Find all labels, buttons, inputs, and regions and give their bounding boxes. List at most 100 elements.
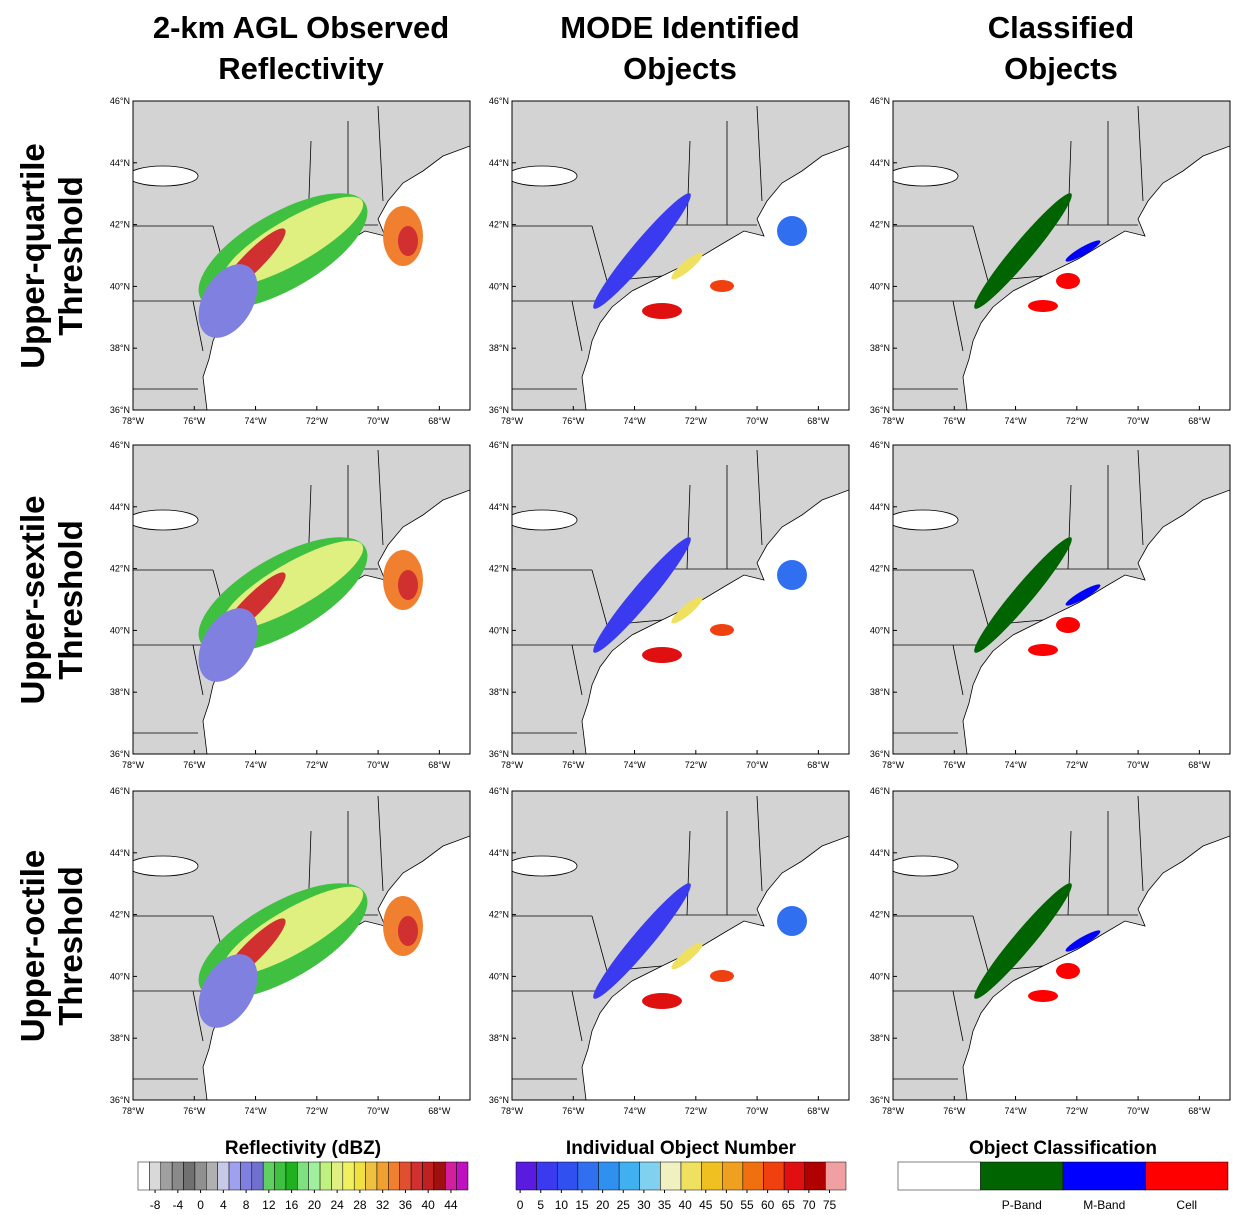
lat-tick-label: 36°N: [110, 749, 130, 759]
colorbar-tick-label: 5: [537, 1198, 544, 1212]
lat-tick-label: 36°N: [489, 405, 509, 415]
lat-tick-label: 42°N: [870, 220, 890, 230]
colorbar-tick-label: -8: [150, 1198, 161, 1212]
lon-tick-label: 78°W: [882, 760, 905, 770]
colorbar-box: [331, 1162, 342, 1190]
lon-tick-label: 68°W: [807, 760, 830, 770]
lon-tick-label: 68°W: [1188, 760, 1211, 770]
lon-tick-label: 76°W: [943, 416, 966, 426]
land: [507, 791, 849, 1100]
row-label: Upper-octile: [14, 850, 51, 1043]
lat-tick-label: 36°N: [489, 1095, 509, 1105]
lat-tick-label: 38°N: [110, 1033, 130, 1043]
colorbar-box: [898, 1162, 981, 1190]
lon-tick-label: 68°W: [807, 1106, 830, 1116]
lat-tick-label: 38°N: [870, 687, 890, 697]
colorbar-box: [784, 1162, 805, 1190]
colorbar-box: [252, 1162, 263, 1190]
colorbar-title: Object Classification: [969, 1138, 1157, 1159]
land: [888, 101, 1230, 410]
colorbar-box: [286, 1162, 297, 1190]
lon-tick-label: 68°W: [1188, 1106, 1211, 1116]
colorbar-box: [981, 1162, 1064, 1190]
lat-tick-label: 42°N: [870, 910, 890, 920]
map-panel: 36°N38°N40°N42°N44°N46°N78°W76°W74°W72°W…: [110, 786, 470, 1116]
column-title: Reflectivity: [218, 51, 384, 86]
lon-tick-label: 72°W: [1066, 760, 1089, 770]
lon-tick-label: 78°W: [501, 760, 524, 770]
lon-tick-label: 74°W: [1004, 1106, 1027, 1116]
colorbar-tick-label: -4: [172, 1198, 183, 1212]
column-title: Classified: [988, 10, 1134, 45]
colorbar-box: [825, 1162, 846, 1190]
lon-tick-label: 76°W: [183, 416, 206, 426]
lat-tick-label: 42°N: [110, 910, 130, 920]
lon-tick-label: 74°W: [244, 416, 267, 426]
colorbar-title: Individual Object Number: [566, 1138, 797, 1159]
lat-tick-label: 36°N: [870, 1095, 890, 1105]
colorbar-box: [457, 1162, 468, 1190]
colorbar-category-label: P-Band: [1002, 1198, 1042, 1212]
lat-tick-label: 44°N: [110, 502, 130, 512]
lon-tick-label: 70°W: [1127, 760, 1150, 770]
colorbar-title: Reflectivity (dBZ): [225, 1138, 381, 1159]
lat-tick-label: 44°N: [489, 158, 509, 168]
colorbar-tick-label: 36: [399, 1198, 413, 1212]
colorbar-box: [578, 1162, 599, 1190]
lon-tick-label: 72°W: [306, 760, 329, 770]
lon-tick-label: 78°W: [122, 416, 145, 426]
colorbar-box: [149, 1162, 160, 1190]
lon-tick-label: 68°W: [1188, 416, 1211, 426]
colorbar-box: [1063, 1162, 1146, 1190]
colorbar-tick-label: 32: [376, 1198, 390, 1212]
colorbar-box: [537, 1162, 558, 1190]
map-panel: 36°N38°N40°N42°N44°N46°N78°W76°W74°W72°W…: [489, 96, 849, 426]
colorbar-box: [172, 1162, 183, 1190]
colorbar-tick-label: 15: [575, 1198, 589, 1212]
land: [888, 791, 1230, 1100]
lon-tick-label: 68°W: [428, 416, 451, 426]
colorbar-box: [184, 1162, 195, 1190]
column-title: MODE Identified: [560, 10, 799, 45]
map-panel: 36°N38°N40°N42°N44°N46°N78°W76°W74°W72°W…: [870, 440, 1230, 770]
lat-tick-label: 46°N: [489, 96, 509, 106]
column-title: Objects: [1004, 51, 1118, 86]
lat-tick-label: 38°N: [489, 1033, 509, 1043]
lat-tick-label: 40°N: [489, 625, 509, 635]
colorbar-tick-label: 4: [220, 1198, 227, 1212]
colorbar-box: [366, 1162, 377, 1190]
colorbar-tick-label: 8: [243, 1198, 250, 1212]
lat-tick-label: 44°N: [870, 502, 890, 512]
lat-tick-label: 40°N: [870, 281, 890, 291]
map-content: [507, 101, 849, 410]
colorbar-tick-label: 44: [444, 1198, 458, 1212]
lat-tick-label: 42°N: [489, 220, 509, 230]
colorbar-box: [309, 1162, 320, 1190]
lat-tick-label: 36°N: [870, 405, 890, 415]
land: [888, 445, 1230, 754]
colorbar-box: [343, 1162, 354, 1190]
lat-tick-label: 44°N: [489, 848, 509, 858]
lon-tick-label: 76°W: [183, 1106, 206, 1116]
colorbar-box: [681, 1162, 702, 1190]
colorbar-tick-label: 16: [285, 1198, 299, 1212]
lat-tick-label: 40°N: [110, 281, 130, 291]
row-label: Threshold: [52, 176, 89, 336]
map-content: [507, 791, 849, 1100]
lon-tick-label: 72°W: [685, 1106, 708, 1116]
map-content: [507, 445, 849, 754]
lat-tick-label: 38°N: [110, 687, 130, 697]
row-label: Threshold: [52, 866, 89, 1026]
lon-tick-label: 70°W: [746, 1106, 769, 1116]
lon-tick-label: 76°W: [562, 1106, 585, 1116]
lon-tick-label: 70°W: [367, 760, 390, 770]
colorbar-tick-label: 20: [308, 1198, 322, 1212]
colorbar-box: [422, 1162, 433, 1190]
colorbar-box: [400, 1162, 411, 1190]
colorbar-box: [263, 1162, 274, 1190]
colorbar-box: [240, 1162, 251, 1190]
lon-tick-label: 70°W: [1127, 416, 1150, 426]
colorbar-tick-label: 0: [517, 1198, 524, 1212]
colorbar-box: [660, 1162, 681, 1190]
